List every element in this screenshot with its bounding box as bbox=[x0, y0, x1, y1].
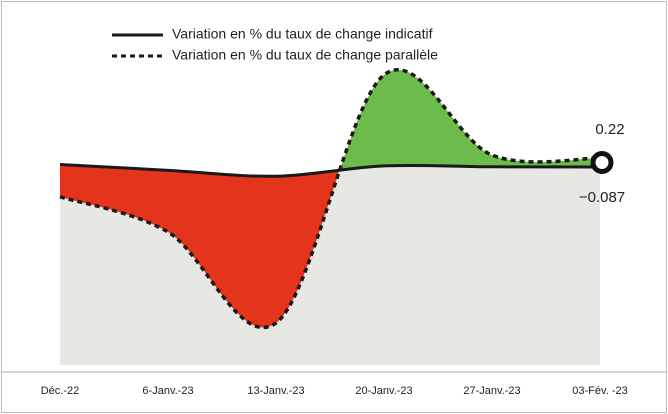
x-tick-label: Déc.-22 bbox=[41, 385, 80, 397]
x-tick-label: 27-Janv.-23 bbox=[463, 385, 520, 397]
x-tick-label: 13-Janv.-23 bbox=[247, 385, 304, 397]
series-line bbox=[59, 162, 601, 178]
legend-label: Variation en % du taux de change indicat… bbox=[172, 26, 433, 42]
x-tick-label: 6-Janv.-23 bbox=[142, 385, 193, 397]
loss-area bbox=[60, 164, 339, 328]
gain-area bbox=[338, 69, 600, 175]
end-marker bbox=[590, 151, 614, 175]
annotation: 0.22 bbox=[595, 121, 624, 138]
series-line bbox=[59, 68, 601, 330]
annotation: −0.087 bbox=[579, 189, 625, 206]
legend-label: Variation en % du taux de change parallè… bbox=[172, 47, 438, 63]
x-tick-label: 20-Janv.-23 bbox=[355, 385, 412, 397]
x-tick-label: 03-Fév. -23 bbox=[572, 385, 627, 397]
